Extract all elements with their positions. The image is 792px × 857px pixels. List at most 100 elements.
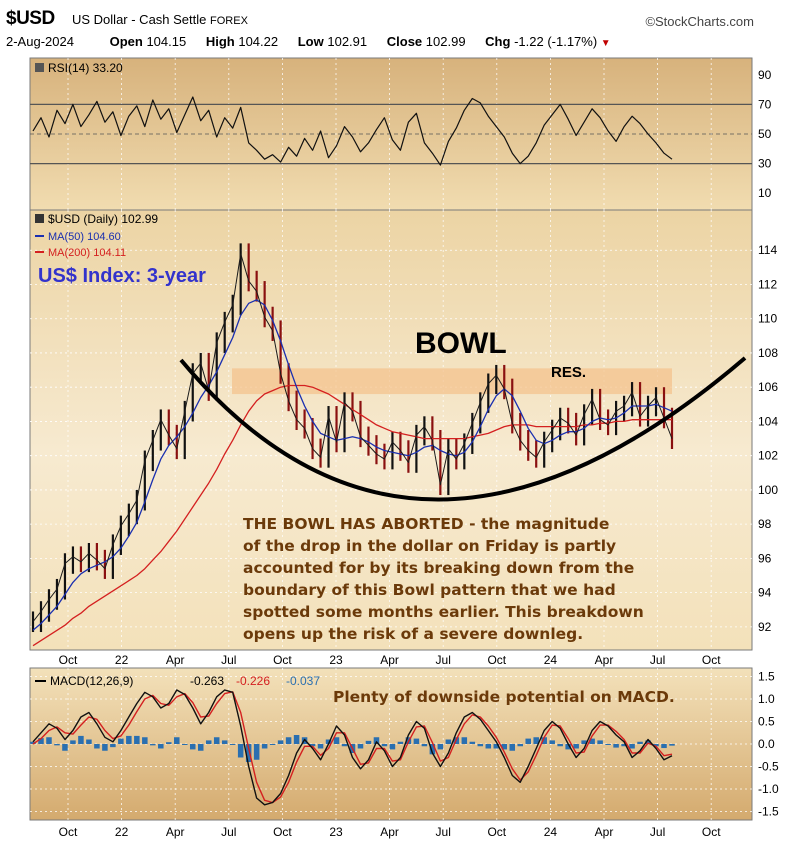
macd-histogram-bar — [62, 744, 68, 751]
macd-annotation: Plenty of downside potential on MACD. — [333, 688, 675, 706]
macd-histogram-bar — [605, 744, 611, 745]
open-value: 104.15 — [146, 34, 187, 49]
macd-histogram-bar — [261, 744, 268, 749]
macd-histogram-bar — [293, 735, 300, 744]
legend-ma200: MA(200) 104.11 — [48, 247, 126, 259]
macd-x-tick: Apr — [166, 825, 185, 839]
macd-y-tick: -1.0 — [758, 782, 779, 796]
macd-histogram-bar — [373, 737, 380, 744]
macd-histogram-bar — [110, 744, 116, 748]
price-y-tick: 108 — [758, 346, 778, 360]
macd-histogram-bar — [134, 735, 140, 744]
price-x-tick: Jul — [221, 653, 236, 667]
price-x-tick: Oct — [59, 653, 78, 667]
macd-y-tick: -1.5 — [758, 805, 779, 819]
rsi-legend: RSI(14) 33.20 — [35, 61, 123, 75]
macd-legend-name: MACD(12,26,9) — [50, 674, 133, 688]
macd-histogram-bar — [86, 739, 92, 744]
price-x-tick: Jul — [650, 653, 665, 667]
macd-histogram-bar — [166, 742, 172, 744]
macd-histogram-bar — [325, 739, 332, 744]
macd-x-tick: 23 — [329, 825, 343, 839]
price-x-tick: 24 — [544, 653, 558, 667]
bowl-curve — [179, 356, 747, 502]
macd-histogram-bar — [517, 744, 523, 747]
macd-histogram-bar — [285, 737, 292, 744]
rsi-y-tick: 90 — [758, 68, 772, 82]
macd-histogram-bar — [150, 744, 156, 746]
macd-y-tick: 1.0 — [758, 692, 775, 706]
close-label: Close — [386, 34, 423, 49]
price-x-tick: Apr — [380, 653, 399, 667]
bowl-label: BOWL — [415, 327, 507, 360]
macd-histogram-bar — [645, 740, 651, 744]
price-y-tick: 110 — [758, 312, 777, 326]
macd-histogram-bar — [613, 744, 619, 748]
macd-histogram-bar — [237, 744, 244, 758]
low-value: 102.91 — [327, 34, 368, 49]
low-label: Low — [297, 34, 324, 49]
macd-y-tick: -0.5 — [758, 760, 779, 774]
macd-histogram-bar — [213, 737, 220, 744]
rsi-legend-text: RSI(14) 33.20 — [48, 61, 123, 75]
macd-histogram-bar — [549, 740, 555, 744]
date-text: 2-Aug-2024 — [6, 34, 74, 49]
macd-histogram-bar — [589, 738, 595, 744]
macd-histogram-bar — [493, 744, 500, 749]
price-x-tick: Apr — [595, 653, 614, 667]
macd-histogram-bar — [118, 738, 124, 744]
macd-histogram-bar — [309, 744, 316, 747]
macd-x-tick: Jul — [650, 825, 665, 839]
rsi-y-tick: 10 — [758, 186, 772, 200]
macd-histogram-bar — [269, 744, 276, 745]
macd-histogram-bar — [46, 737, 52, 744]
close-value: 102.99 — [425, 34, 466, 49]
macd-x-tick: Jul — [221, 825, 236, 839]
price-y-tick: 114 — [758, 243, 777, 257]
macd-histogram-bar — [653, 744, 659, 747]
macd-histogram-bar — [365, 740, 372, 744]
price-y-tick: 104 — [758, 414, 778, 428]
macd-histogram-bar — [126, 735, 132, 744]
macd-histogram-bar — [421, 744, 428, 747]
macd-legend: MACD(12,26,9) -0.263 -0.226 -0.037 — [35, 674, 320, 688]
macd-histogram-bar — [485, 744, 492, 749]
macd-x-tick: Apr — [380, 825, 399, 839]
macd-histogram-bar — [245, 744, 252, 762]
resistance-band — [232, 368, 672, 395]
macd-histogram-bar — [158, 744, 164, 749]
macd-x-tick: Oct — [273, 825, 292, 839]
chart-title-annotation: US$ Index: 3-year — [38, 265, 206, 287]
resistance-label: RES. — [551, 364, 586, 381]
legend-candle-icon — [35, 214, 44, 223]
macd-histogram-bar — [413, 738, 420, 744]
annotation-line: spotted some months earlier. This breakd… — [243, 603, 644, 621]
macd-x-tick: Oct — [702, 825, 721, 839]
macd-line — [32, 689, 673, 806]
exchange-text: FOREX — [210, 15, 248, 27]
macd-histogram-bar — [581, 740, 587, 744]
annotation-line: of the drop in the dollar on Friday is p… — [243, 537, 616, 555]
annotation-line: THE BOWL HAS ABORTED - the magnitude — [243, 515, 609, 533]
ma200-line — [32, 384, 673, 647]
rsi-y-tick: 30 — [758, 157, 772, 171]
macd-signal-line — [32, 691, 673, 804]
macd-histogram-bar — [541, 737, 547, 744]
macd-histogram-bar — [669, 744, 675, 746]
high-label: High — [205, 34, 235, 49]
macd-histogram-bar — [397, 741, 404, 744]
macd-histogram-bar — [54, 744, 60, 746]
macd-hist-value: -0.037 — [286, 674, 320, 688]
macd-signal-value: -0.226 — [236, 674, 270, 688]
price-y-tick: 102 — [758, 449, 778, 463]
rsi-y-tick: 70 — [758, 97, 772, 111]
macd-histogram-bar — [221, 740, 228, 744]
macd-histogram-bar — [189, 744, 196, 750]
price-x-tick: Oct — [702, 653, 721, 667]
macd-histogram-bar — [637, 741, 643, 744]
macd-histogram-bar — [461, 737, 468, 744]
high-value: 104.22 — [238, 34, 279, 49]
macd-y-tick: 1.5 — [758, 670, 775, 684]
macd-histogram-bar — [533, 737, 539, 744]
